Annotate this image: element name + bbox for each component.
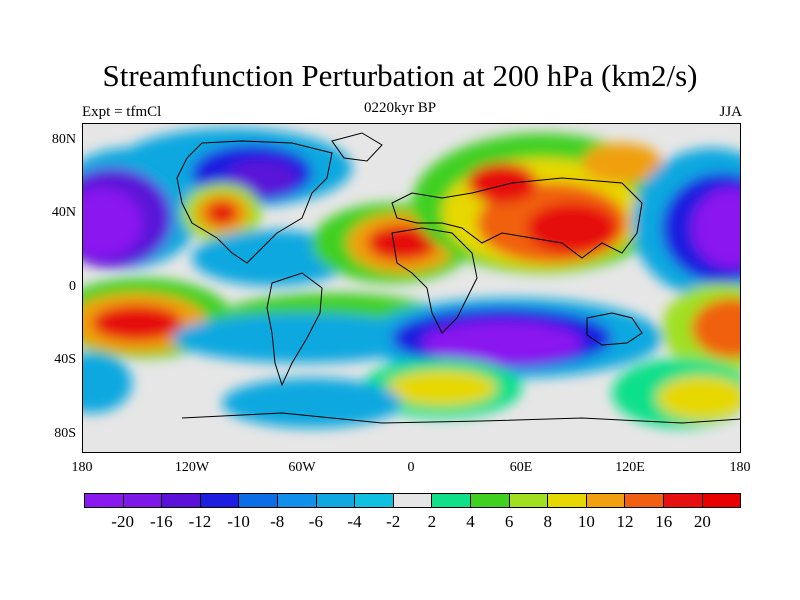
- lat-label-40s: 40S: [54, 352, 76, 367]
- colorbar-label: -10: [227, 512, 250, 531]
- colorbar-label: 20: [693, 512, 711, 531]
- lon-label-120e: 120E: [615, 460, 645, 475]
- colorbar-label: 16: [655, 512, 673, 531]
- lon-label-180e: 180: [729, 460, 751, 475]
- streamfunction-map: [82, 123, 741, 453]
- colorbar: [84, 493, 741, 508]
- colorbar-label: -4: [347, 512, 362, 531]
- colorbar-label: 4: [466, 512, 475, 531]
- colorbar-swatch: [548, 494, 587, 507]
- lon-label-60e: 60E: [509, 460, 533, 475]
- colorbar-label: 6: [504, 512, 514, 531]
- colorbar-label: -8: [270, 512, 285, 531]
- colorbar-swatch: [239, 494, 278, 507]
- colorbar-label: 2: [427, 512, 437, 531]
- colorbar-label: 10: [577, 512, 595, 531]
- colorbar-swatch: [393, 494, 433, 507]
- colorbar-label: -12: [188, 512, 212, 531]
- colorbar-swatch: [663, 494, 703, 507]
- plot-title: Streamfunction Perturbation at 200 hPa (…: [102, 58, 698, 93]
- colorbar-swatch: [702, 494, 741, 507]
- time-label: 0220kyr BP: [363, 100, 437, 116]
- season-label: JJA: [719, 104, 742, 120]
- colorbar-label: 12: [616, 512, 634, 531]
- colorbar-swatch: [509, 494, 549, 507]
- colorbar-swatch: [586, 494, 626, 507]
- lat-label-80n: 80N: [51, 132, 76, 147]
- lon-label-60w: 60W: [288, 460, 316, 475]
- lat-label-40n: 40N: [51, 205, 76, 220]
- colorbar-label: -2: [386, 512, 401, 531]
- colorbar-swatch: [200, 494, 240, 507]
- colorbar-label: -16: [149, 512, 173, 531]
- colorbar-label: 8: [543, 512, 553, 531]
- colorbar-swatch: [432, 494, 471, 507]
- colorbar-swatch: [355, 494, 394, 507]
- colorbar-label: -6: [308, 512, 323, 531]
- colorbar-swatch: [85, 494, 124, 507]
- lat-label-0: 0: [69, 279, 76, 294]
- colorbar-swatch: [470, 494, 510, 507]
- colorbar-label: -20: [111, 512, 134, 531]
- colorbar-swatch: [625, 494, 664, 507]
- lon-label-0: 0: [407, 460, 415, 475]
- lon-label-120w: 120W: [174, 460, 210, 475]
- colorbar-swatch: [277, 494, 317, 507]
- colorbar-swatch: [162, 494, 201, 507]
- lon-label-180w: 180: [71, 460, 93, 475]
- lat-label-80s: 80S: [54, 426, 76, 441]
- colorbar-swatch: [123, 494, 163, 507]
- experiment-label: Expt = tfmCl: [82, 104, 162, 120]
- colorbar-swatch: [316, 494, 356, 507]
